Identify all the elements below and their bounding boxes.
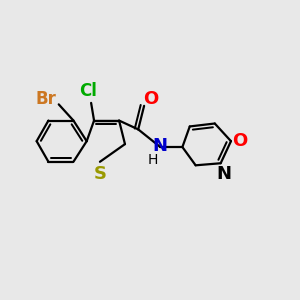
Text: N: N: [216, 165, 231, 183]
Text: H: H: [148, 153, 158, 167]
Text: S: S: [93, 165, 106, 183]
Text: Cl: Cl: [79, 82, 97, 100]
Text: N: N: [153, 136, 168, 154]
Text: O: O: [143, 90, 158, 108]
Text: Br: Br: [36, 90, 57, 108]
Text: O: O: [232, 132, 248, 150]
